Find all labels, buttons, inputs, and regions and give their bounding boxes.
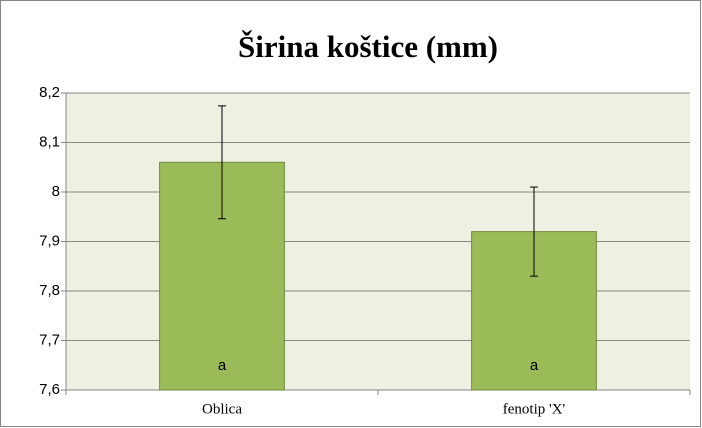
x-tick-label: fenotip 'X' <box>503 401 566 417</box>
y-tick-label: 7,7 <box>39 331 60 348</box>
x-tick-label: Oblica <box>202 401 242 417</box>
y-tick-label: 7,6 <box>39 381 60 398</box>
bar-label: a <box>530 357 539 374</box>
bar-label: a <box>218 357 227 374</box>
y-tick-label: 8,2 <box>39 84 60 101</box>
y-tick-label: 7,8 <box>39 282 60 299</box>
y-tick-label: 7,9 <box>39 232 60 249</box>
y-tick-label: 8,1 <box>39 133 60 150</box>
y-tick-label: 8 <box>52 183 60 200</box>
chart-title: Širina koštice (mm) <box>238 29 498 64</box>
